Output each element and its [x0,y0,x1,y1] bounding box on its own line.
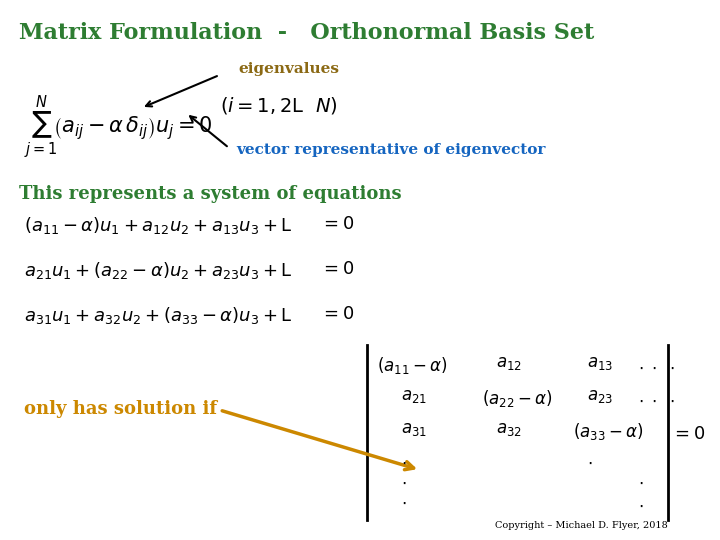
Text: This represents a system of equations: This represents a system of equations [19,185,402,203]
Text: $a_{13}$: $a_{13}$ [587,355,613,372]
Text: $a_{31}$: $a_{31}$ [401,421,427,438]
Text: $a_{21}$: $a_{21}$ [401,388,427,405]
Text: $\cdot$: $\cdot$ [401,455,406,472]
Text: $\cdot$: $\cdot$ [638,498,643,515]
Text: vector representative of eigenvector: vector representative of eigenvector [237,143,546,157]
Text: $a_{21}u_1+\left(a_{22}-\alpha\right)u_2+a_{23}u_3+\mathrm{L}$: $a_{21}u_1+\left(a_{22}-\alpha\right)u_2… [24,260,292,281]
Text: $=0$: $=0$ [320,305,354,323]
Text: Matrix Formulation  -   Orthonormal Basis Set: Matrix Formulation - Orthonormal Basis S… [19,22,594,44]
Text: $\sum_{j=1}^{N}\!\left(a_{ij}-\alpha\,\delta_{ij}\right)u_j=0$: $\sum_{j=1}^{N}\!\left(a_{ij}-\alpha\,\d… [24,95,212,161]
Text: eigenvalues: eigenvalues [238,62,340,76]
Text: $=0$: $=0$ [320,260,354,278]
Text: $a_{23}$: $a_{23}$ [587,388,613,405]
Text: $\cdot$: $\cdot$ [401,495,406,512]
Text: $a_{12}$: $a_{12}$ [496,355,522,372]
Text: $a_{32}$: $a_{32}$ [496,421,522,438]
Text: $\cdot$: $\cdot$ [401,475,406,492]
Text: $\left(a_{11}-\alpha\right)$: $\left(a_{11}-\alpha\right)$ [377,355,447,376]
Text: $a_{31}u_1+a_{32}u_2+\left(a_{33}-\alpha\right)u_3+\mathrm{L}$: $a_{31}u_1+a_{32}u_2+\left(a_{33}-\alpha… [24,305,292,326]
Text: $=0$: $=0$ [320,215,354,233]
Text: $\left(i=1,2\mathrm{L}\ \ N\right)$: $\left(i=1,2\mathrm{L}\ \ N\right)$ [220,95,338,116]
Text: Copyright – Michael D. Flyer, 2018: Copyright – Michael D. Flyer, 2018 [495,521,668,530]
Text: $=0$: $=0$ [671,425,705,443]
Text: only has solution if: only has solution if [24,400,217,418]
Text: $\cdot$: $\cdot$ [587,455,593,472]
Text: $\left(a_{33}-\alpha\right)$: $\left(a_{33}-\alpha\right)$ [572,421,643,442]
Text: $\left(a_{22}-\alpha\right)$: $\left(a_{22}-\alpha\right)$ [482,388,552,409]
Text: $\cdot\ \cdot\ \cdot$: $\cdot\ \cdot\ \cdot$ [638,360,674,377]
Text: $\cdot$: $\cdot$ [638,475,643,492]
Text: $\left(a_{11}-\alpha\right)u_1+a_{12}u_2+a_{13}u_3+\mathrm{L}$: $\left(a_{11}-\alpha\right)u_1+a_{12}u_2… [24,215,292,236]
Text: $\cdot\ \cdot\ \cdot$: $\cdot\ \cdot\ \cdot$ [638,393,674,410]
